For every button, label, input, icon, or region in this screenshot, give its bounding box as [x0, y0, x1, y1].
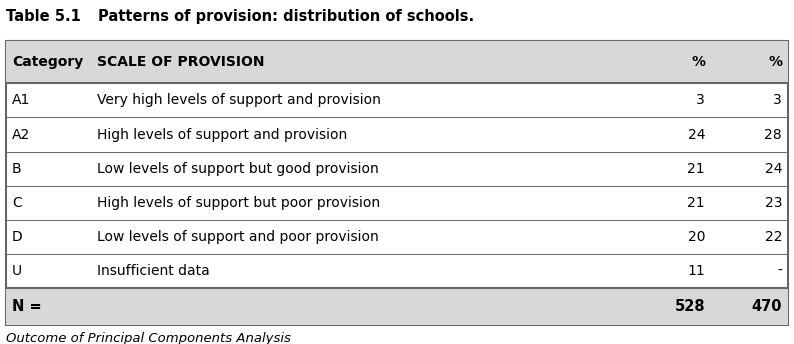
Text: A1: A1 — [12, 93, 30, 107]
Text: Table 5.1: Table 5.1 — [6, 9, 81, 24]
Text: SCALE OF PROVISION: SCALE OF PROVISION — [97, 55, 264, 69]
Text: Very high levels of support and provision: Very high levels of support and provisio… — [97, 93, 381, 107]
Text: 23: 23 — [765, 196, 782, 210]
Text: Category: Category — [12, 55, 83, 69]
Text: U: U — [12, 264, 22, 278]
Text: N =: N = — [12, 299, 41, 314]
Text: 20: 20 — [688, 230, 705, 244]
Text: C: C — [12, 196, 21, 210]
Text: 21: 21 — [688, 196, 705, 210]
Text: Low levels of support but good provision: Low levels of support but good provision — [97, 162, 379, 176]
Text: 470: 470 — [752, 299, 782, 314]
Text: D: D — [12, 230, 23, 244]
Text: High levels of support and provision: High levels of support and provision — [97, 128, 347, 141]
Text: Insufficient data: Insufficient data — [97, 264, 210, 278]
Text: A2: A2 — [12, 128, 30, 141]
Text: 22: 22 — [765, 230, 782, 244]
Text: Outcome of Principal Components Analysis: Outcome of Principal Components Analysis — [6, 332, 291, 344]
Text: 28: 28 — [765, 128, 782, 141]
Text: High levels of support but poor provision: High levels of support but poor provisio… — [97, 196, 380, 210]
Text: 528: 528 — [674, 299, 705, 314]
Text: 24: 24 — [688, 128, 705, 141]
Text: Low levels of support and poor provision: Low levels of support and poor provision — [97, 230, 379, 244]
Text: -: - — [777, 264, 782, 278]
Text: 24: 24 — [765, 162, 782, 176]
Text: Patterns of provision: distribution of schools.: Patterns of provision: distribution of s… — [98, 9, 474, 24]
Text: %: % — [691, 55, 705, 69]
Text: 3: 3 — [773, 93, 782, 107]
Text: 3: 3 — [696, 93, 705, 107]
Text: 21: 21 — [688, 162, 705, 176]
Text: %: % — [768, 55, 782, 69]
Text: 11: 11 — [688, 264, 705, 278]
Text: B: B — [12, 162, 21, 176]
